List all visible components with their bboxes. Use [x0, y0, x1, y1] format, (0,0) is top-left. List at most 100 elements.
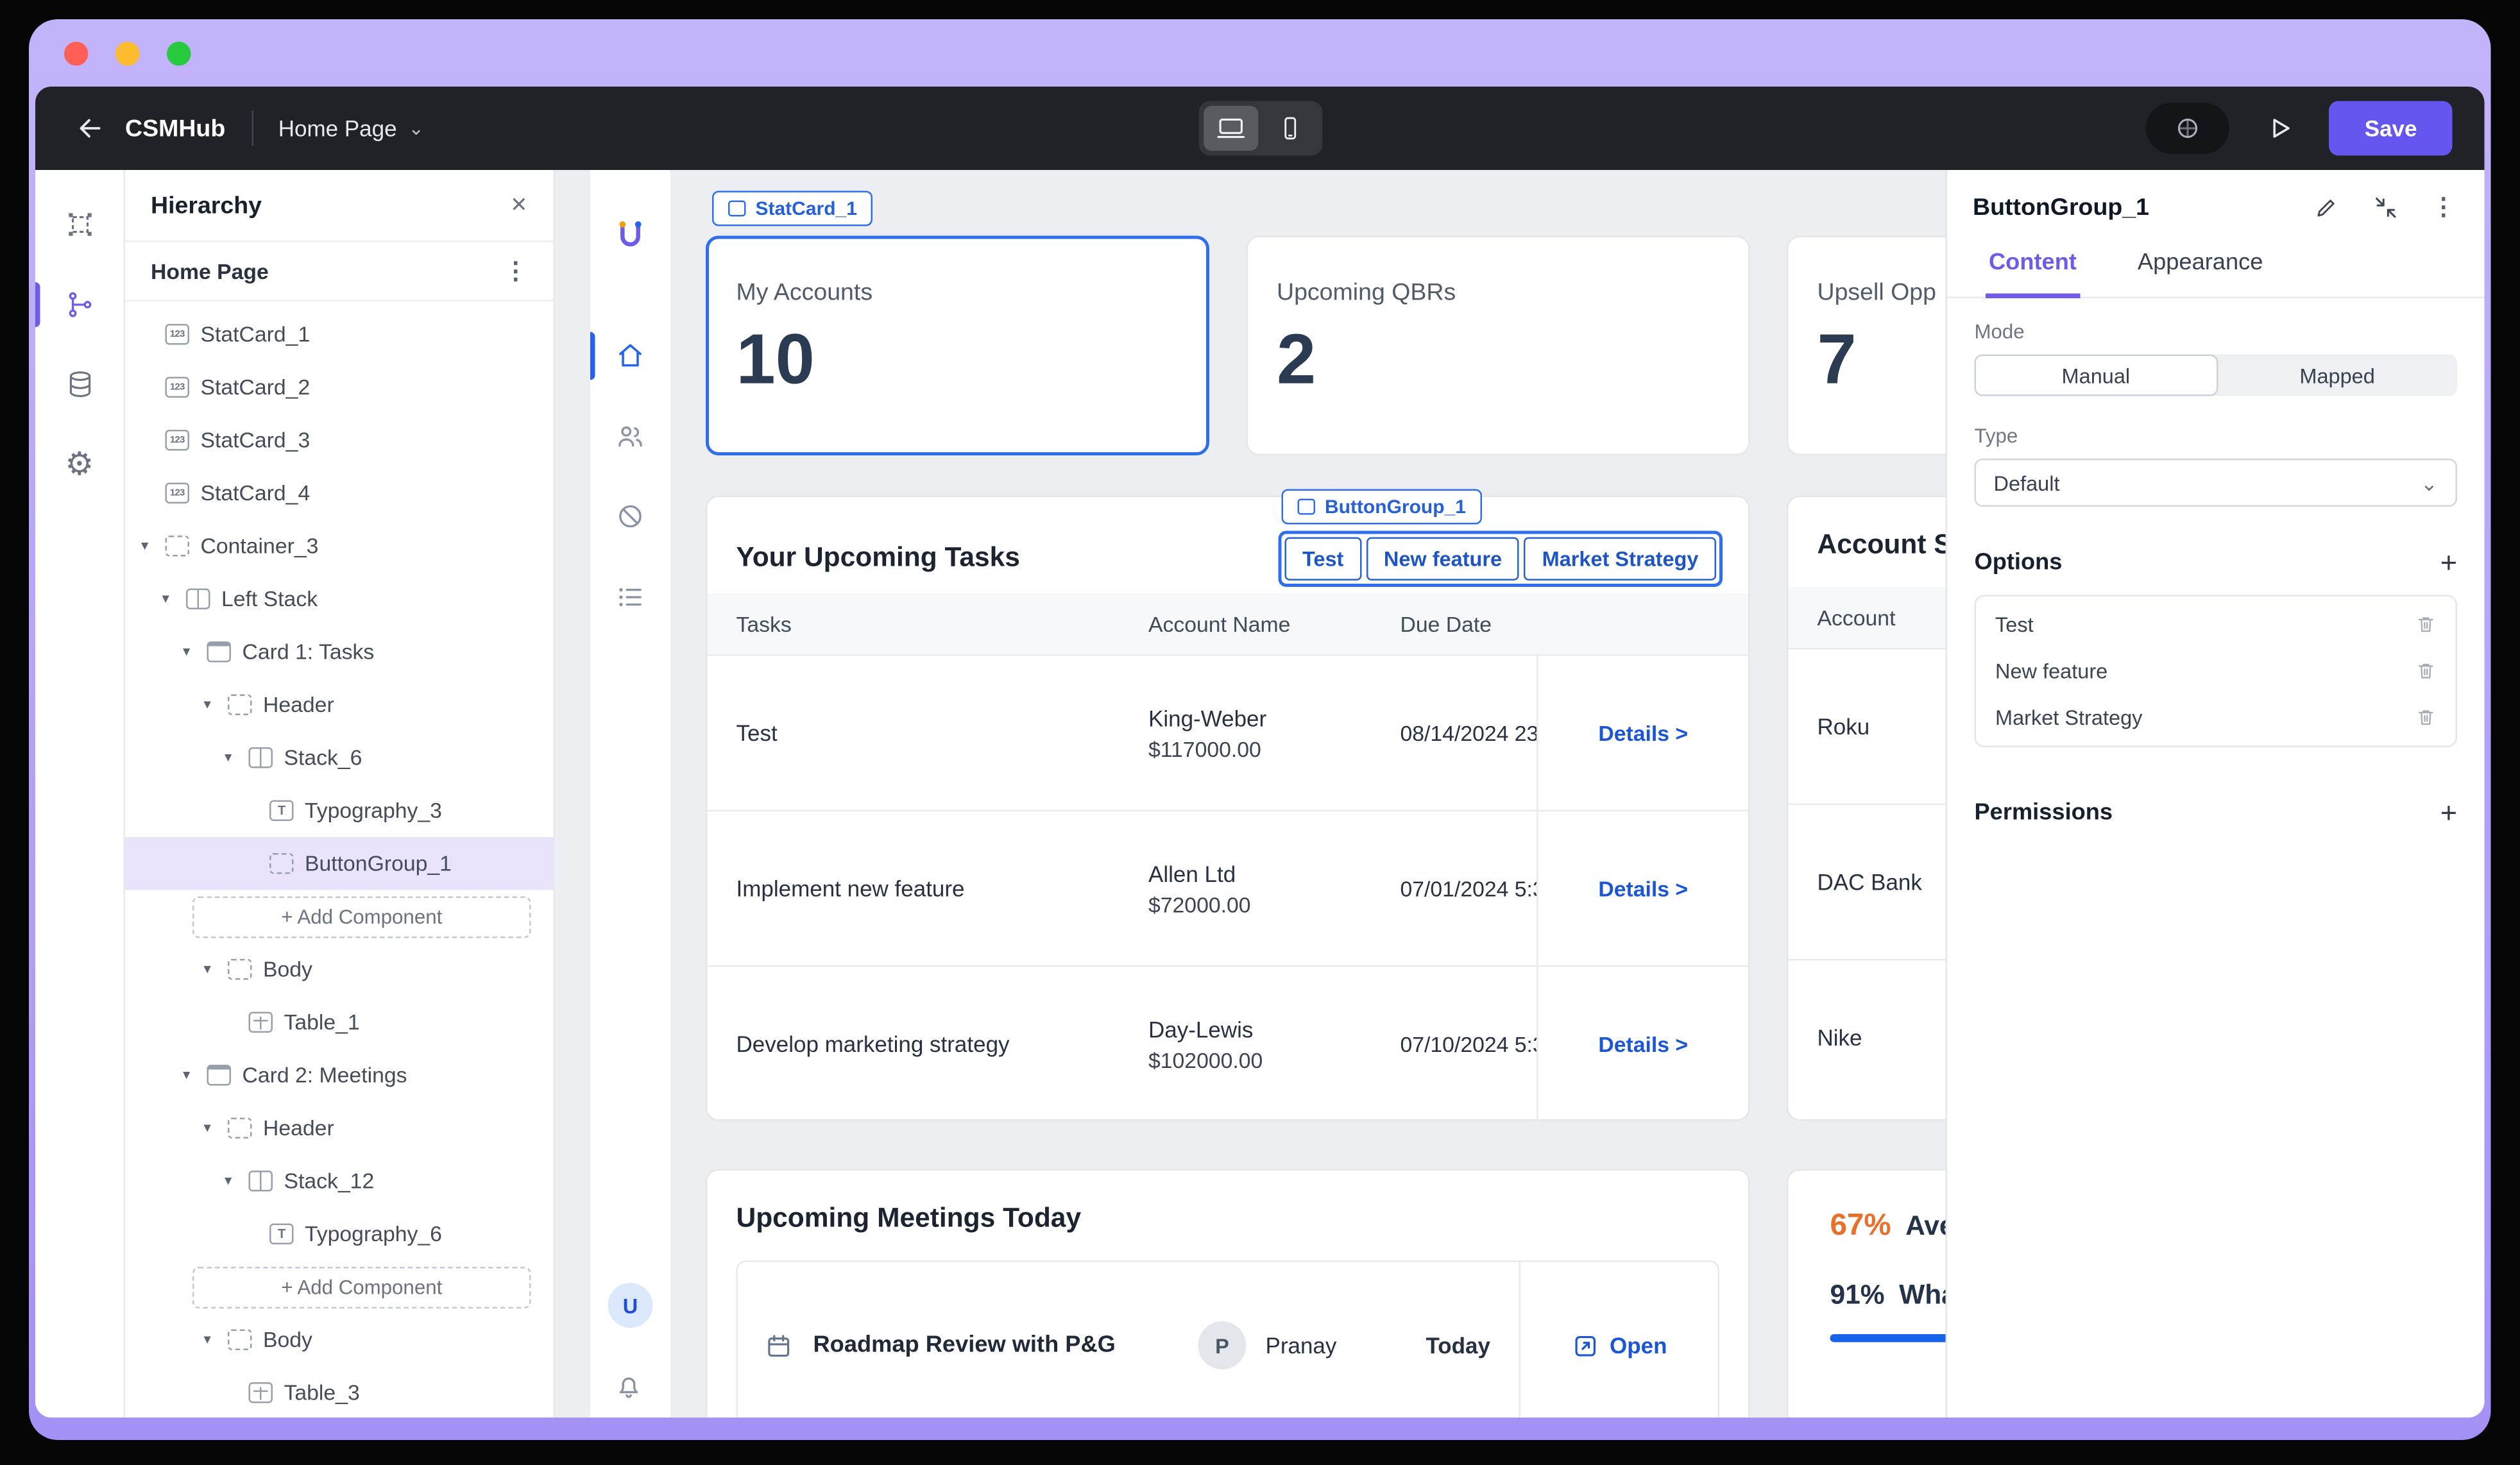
delete-option-button[interactable] — [2414, 613, 2439, 637]
option-row[interactable]: New feature — [1976, 648, 2456, 695]
tree-item-left-stack[interactable]: ▾ Left Stack — [162, 587, 318, 611]
sidebar-item-data[interactable] — [35, 356, 124, 414]
filter-button-new-feature[interactable]: New feature — [1366, 536, 1520, 580]
chevron-down-icon[interactable]: ▾ — [203, 696, 211, 712]
account-row[interactable]: Nike — [1788, 959, 1946, 1115]
sidebar-item-settings[interactable]: ⚙ — [35, 436, 124, 494]
tree-item-statcard-4[interactable]: 123 StatCard_4 — [125, 467, 554, 520]
mobile-preview-button[interactable] — [1263, 106, 1317, 151]
meeting-row[interactable]: Roadmap Review with P&G P Pranay Today O… — [738, 1262, 1718, 1418]
account-row[interactable]: DAC Bank — [1788, 803, 1946, 960]
details-link[interactable]: Details > — [1537, 656, 1748, 810]
tree-item-header-1[interactable]: ▾ Header — [203, 693, 334, 717]
nav-tasks[interactable] — [590, 576, 670, 618]
close-window-button[interactable] — [64, 40, 89, 65]
chevron-down-icon[interactable]: ▾ — [203, 1119, 211, 1135]
tree-item-card-2-meetings[interactable]: ▾ Card 2: Meetings — [183, 1063, 407, 1088]
tree-item-card-1-tasks[interactable]: ▾ Card 1: Tasks — [183, 639, 375, 665]
tree-item-body-2[interactable]: ▾ Body — [203, 1328, 312, 1352]
metrics-card[interactable]: 67% Ave 91% Wha — [1787, 1169, 1946, 1418]
stat-card-upcoming-qbrs[interactable]: Upcoming QBRs 2 — [1246, 235, 1750, 455]
tree-item-table-1[interactable]: Table_1 — [125, 996, 554, 1049]
add-permission-button[interactable]: + — [2440, 797, 2457, 829]
type-select[interactable]: Default ⌄ — [1974, 459, 2457, 507]
tree-item-stack-12[interactable]: ▾ Stack_12 — [225, 1169, 375, 1194]
tree-item-statcard-1[interactable]: 123 StatCard_1 — [125, 308, 554, 361]
tasks-table: Tasks Account Name Due Date Test King-We… — [707, 593, 1748, 1121]
delete-option-button[interactable] — [2414, 659, 2439, 684]
tree-item-typography-6[interactable]: T Typography_6 — [125, 1208, 554, 1261]
account-cell: King-Weber $117000.00 — [1120, 705, 1372, 761]
builder-sidebar: ⚙ — [35, 170, 125, 1418]
live-debug-button[interactable] — [2146, 103, 2230, 154]
add-component-button[interactable]: + Add Component — [192, 1266, 531, 1308]
tab-content[interactable]: Content — [1986, 236, 2080, 298]
chevron-down-icon[interactable]: ▾ — [162, 590, 169, 606]
tree-item-statcard-3[interactable]: 123 StatCard_3 — [125, 414, 554, 467]
mode-option-manual[interactable]: Manual — [1974, 354, 2218, 396]
table-row[interactable]: Test King-Weber $117000.00 08/14/2024 23… — [707, 654, 1748, 810]
maximize-window-button[interactable] — [167, 40, 191, 65]
mode-option-mapped[interactable]: Mapped — [2299, 363, 2375, 387]
tree-item-typography-3[interactable]: T Typography_3 — [125, 784, 554, 838]
option-row[interactable]: Market Strategy — [1976, 695, 2456, 741]
details-link[interactable]: Details > — [1537, 967, 1748, 1121]
desktop-preview-button[interactable] — [1203, 106, 1257, 151]
add-option-button[interactable]: + — [2440, 546, 2457, 579]
delete-option-button[interactable] — [2414, 706, 2439, 730]
builder-topbar: CSMHub Home Page ⌄ — [35, 87, 2485, 170]
table-row[interactable]: Implement new feature Allen Ltd $72000.0… — [707, 809, 1748, 965]
sidebar-item-hierarchy[interactable] — [35, 276, 124, 334]
back-button[interactable] — [67, 106, 112, 151]
option-row[interactable]: Test — [1976, 602, 2456, 648]
tree-item-header-2[interactable]: ▾ Header — [203, 1116, 334, 1140]
chevron-down-icon[interactable]: ▾ — [183, 643, 191, 659]
notifications-bell[interactable] — [613, 1369, 645, 1401]
chevron-down-icon[interactable]: ▾ — [225, 749, 232, 765]
tree-item-statcard-2[interactable]: 123 StatCard_2 — [125, 361, 554, 414]
table-row[interactable]: Develop marketing strategy Day-Lewis $10… — [707, 965, 1748, 1121]
tab-appearance[interactable]: Appearance — [2137, 250, 2263, 276]
tree-item-container-3[interactable]: ▾ Container_3 — [141, 534, 319, 559]
stat-card-my-accounts[interactable]: My Accounts 10 — [706, 235, 1209, 455]
chevron-down-icon[interactable]: ▾ — [203, 1331, 211, 1347]
tree-item-buttongroup-1[interactable]: ButtonGroup_1 — [125, 837, 554, 890]
nav-blocked[interactable] — [590, 496, 670, 538]
open-link[interactable]: Open — [1519, 1262, 1718, 1418]
sidebar-item-components[interactable] — [35, 196, 124, 253]
kebab-menu-icon[interactable]: ⋮ — [2431, 194, 2456, 221]
chevron-down-icon[interactable]: ▾ — [141, 537, 149, 554]
edit-button[interactable] — [2313, 194, 2340, 222]
minimize-window-button[interactable] — [115, 40, 140, 65]
tree-item-stack-6[interactable]: ▾ Stack_6 — [225, 745, 362, 770]
save-button[interactable]: Save — [2329, 101, 2453, 156]
close-icon[interactable]: ✕ — [510, 192, 528, 217]
chevron-down-icon[interactable]: ▾ — [203, 960, 211, 977]
filter-button-test[interactable]: Test — [1284, 536, 1361, 580]
nav-home[interactable] — [590, 332, 670, 380]
inspector-panel: ButtonGroup_1 ⋮ Content — [1945, 170, 2485, 1418]
filter-button-market-strategy[interactable]: Market Strategy — [1524, 536, 1716, 580]
account-row[interactable]: Roku — [1788, 648, 1946, 804]
add-component-button[interactable]: + Add Component — [192, 895, 531, 938]
tasks-card[interactable]: Your Upcoming Tasks ButtonGroup_1 Test N… — [706, 488, 1750, 1121]
user-avatar[interactable]: U — [608, 1283, 653, 1328]
stat-card-upsell[interactable]: Upsell Opp 7 — [1787, 235, 1946, 455]
table-icon — [248, 1382, 273, 1403]
nav-accounts[interactable] — [590, 416, 670, 457]
hierarchy-root-row[interactable]: Home Page ⋮ — [125, 241, 554, 301]
chevron-down-icon[interactable]: ▾ — [225, 1172, 232, 1189]
meetings-card[interactable]: Upcoming Meetings Today Roadmap Review w… — [706, 1169, 1750, 1418]
chevron-down-icon[interactable]: ▾ — [183, 1066, 191, 1083]
collapse-panel-button[interactable] — [2372, 194, 2400, 222]
selection-badge-buttongroup[interactable]: ButtonGroup_1 — [1281, 488, 1482, 524]
selection-badge-statcard[interactable]: StatCard_1 — [712, 191, 873, 226]
accounts-card[interactable]: Account S Account Roku DAC Bank Nike — [1787, 495, 1946, 1121]
tree-item-table-3[interactable]: Table_3 — [125, 1366, 554, 1418]
tree-item-body-1[interactable]: ▾ Body — [203, 957, 312, 982]
page-selector[interactable]: Home Page ⌄ — [278, 115, 425, 141]
topbar-actions: Save — [2146, 101, 2453, 156]
preview-play-button[interactable] — [2256, 105, 2304, 153]
details-link[interactable]: Details > — [1537, 811, 1748, 965]
kebab-menu-icon[interactable]: ⋮ — [504, 257, 528, 285]
